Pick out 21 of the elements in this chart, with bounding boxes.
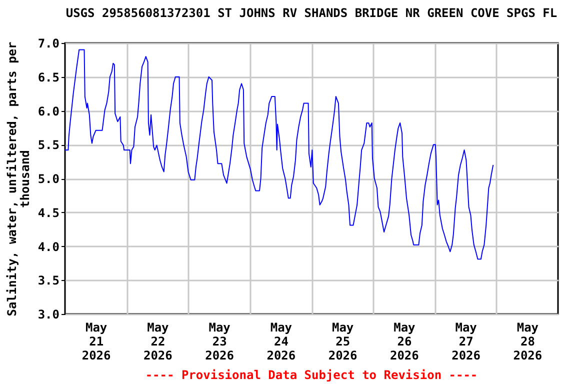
x-tick-label: May 25 2026: [328, 320, 358, 362]
x-tick-label: May 21 2026: [82, 320, 111, 362]
y-tick-label: 4.0: [38, 240, 60, 254]
y-tick-label: 5.5: [38, 138, 60, 152]
x-tick-label: May 22 2026: [143, 320, 172, 362]
x-tick-label: May 26 2026: [390, 320, 419, 362]
y-axis-title: Salinity, water, unfiltered, parts per thousand: [4, 42, 32, 316]
x-tick-label: May 27 2026: [452, 320, 481, 362]
x-tick-label: May 24 2026: [266, 320, 296, 362]
x-tick-label: May 23 2026: [205, 320, 234, 362]
text: ---- Provisional Data Subject to Revision ----: [145, 368, 478, 382]
y-tick-label: 4.5: [38, 206, 60, 220]
y-tick-label: 3.0: [38, 308, 60, 322]
y-tick-label: 7.0: [38, 36, 60, 50]
y-tick-label: 6.0: [38, 104, 60, 118]
y-tick-label: 6.5: [38, 70, 60, 84]
x-tick-label: May 28 2026: [513, 320, 542, 362]
line-series: [65, 49, 494, 260]
y-tick-label: 3.5: [38, 274, 60, 288]
chart-title: USGS 295856081372301 ST JOHNS RV SHANDS BRIDGE NR GREEN COVE SPGS FL: [66, 6, 558, 20]
y-tick-label: 5.0: [38, 172, 60, 186]
